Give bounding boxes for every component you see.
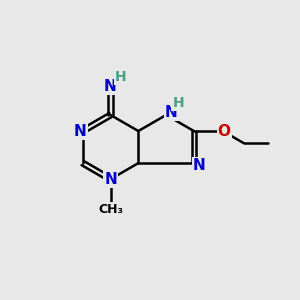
Text: N: N	[74, 124, 87, 139]
Text: O: O	[218, 124, 231, 139]
Text: N: N	[103, 79, 116, 94]
Text: H: H	[172, 96, 184, 110]
Text: N: N	[165, 105, 178, 120]
Text: N: N	[193, 158, 206, 173]
Text: N: N	[104, 172, 117, 187]
Text: CH₃: CH₃	[98, 203, 123, 216]
Text: H: H	[115, 70, 127, 84]
